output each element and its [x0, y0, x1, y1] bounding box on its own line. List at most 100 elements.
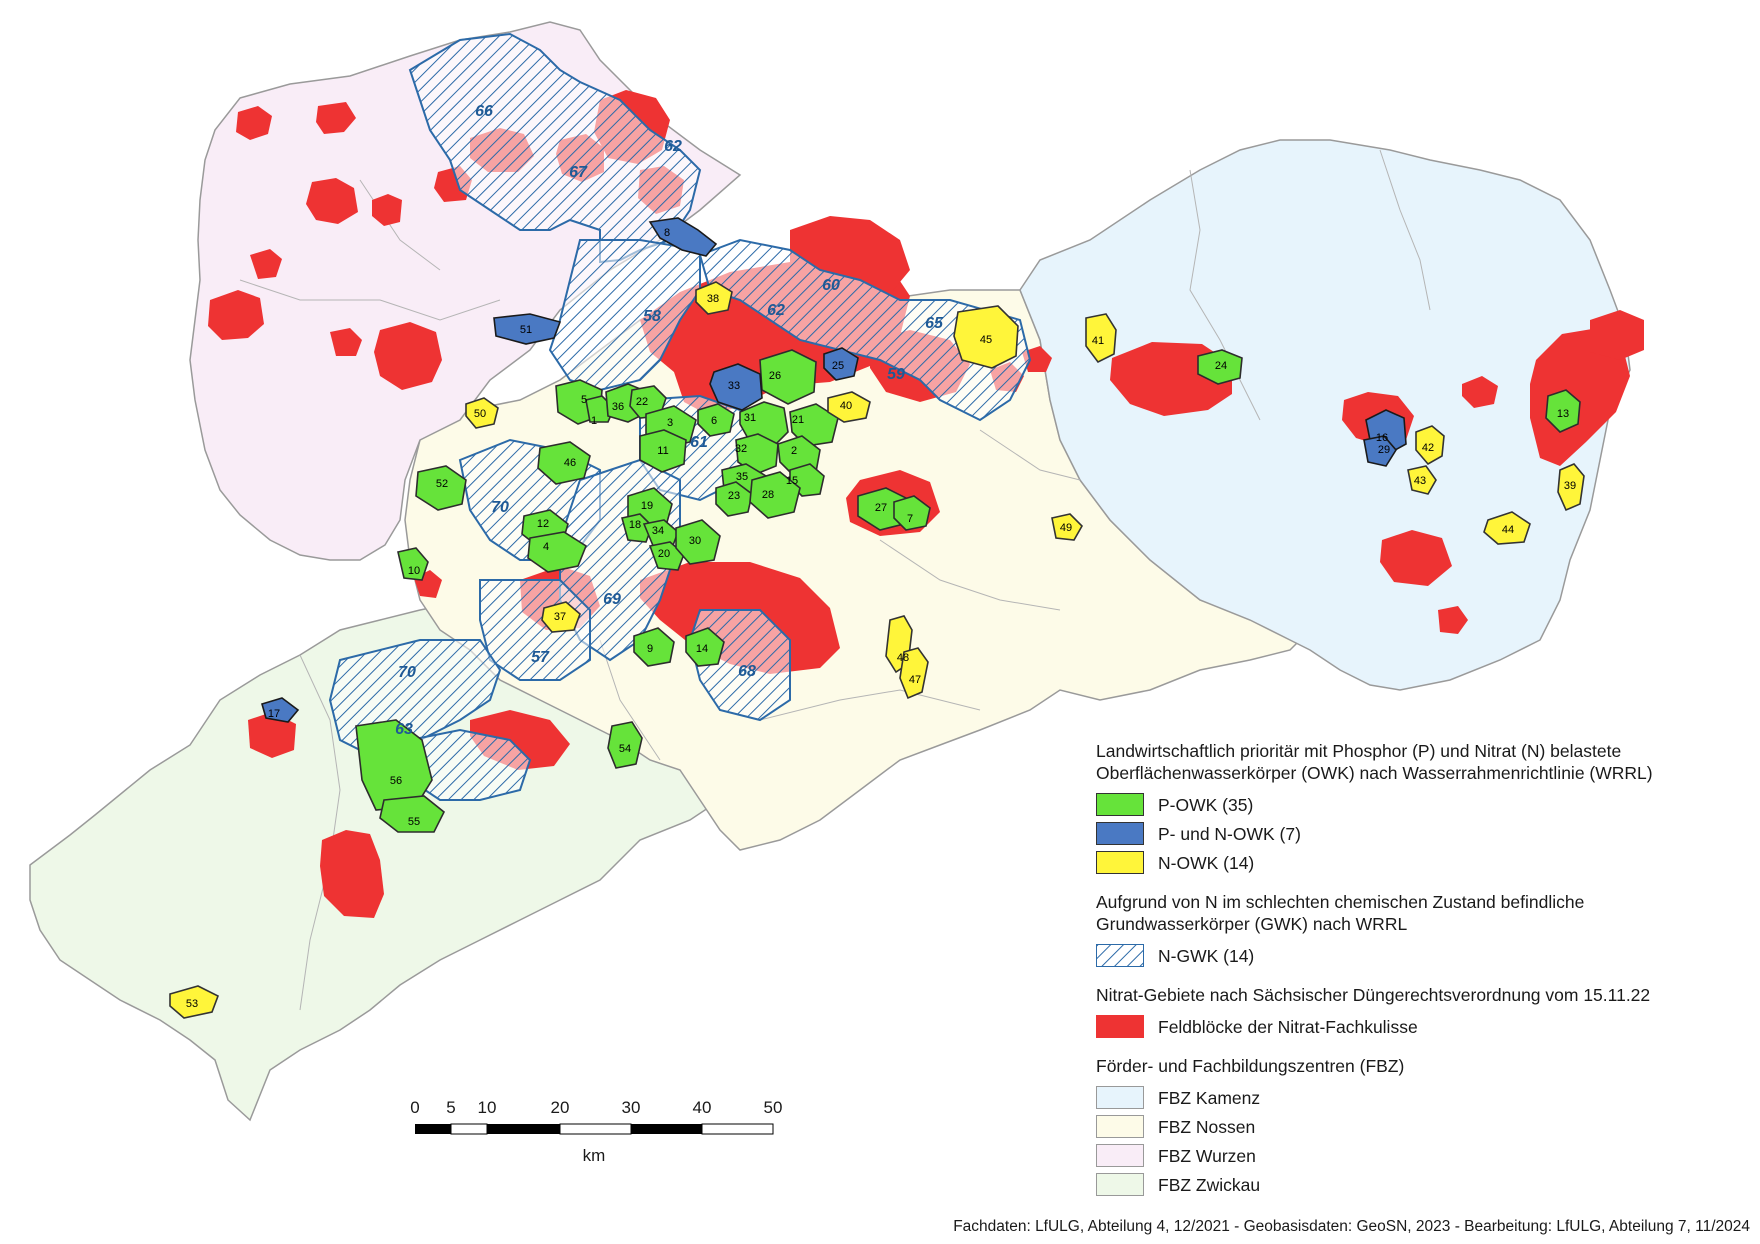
legend-label: FBZ Zwickau [1158, 1174, 1261, 1195]
owk-p-area [397, 547, 429, 581]
owk-label: 22 [636, 396, 648, 408]
owk-label: 25 [832, 360, 844, 372]
owk-label: 52 [436, 478, 448, 490]
owk-label: 56 [390, 775, 402, 787]
legend-label: Feldblöcke der Nitrat-Fachkulisse [1158, 1016, 1418, 1037]
owk-p-area [1545, 389, 1581, 433]
legend-item-fbz-wurzen: FBZ Wurzen [1096, 1141, 1716, 1170]
legend-item-n-gwk: N-GWK (14) [1096, 941, 1716, 970]
owk-p-area [537, 441, 591, 485]
owk-label: 47 [909, 674, 921, 686]
scale-segment [631, 1124, 702, 1134]
region-kamenz [1019, 139, 1631, 691]
legend-label: P- und N-OWK (7) [1158, 823, 1301, 844]
owk-label: 11 [657, 445, 668, 457]
legend-item-pn-owk: P- und N-OWK (7) [1096, 819, 1716, 848]
owk-pn-area [648, 217, 718, 257]
legend-nitrat-title: Nitrat-Gebiete nach Sächsischer Düngerec… [1096, 985, 1651, 1005]
owk-label: 42 [1422, 442, 1434, 454]
owk-n-area [169, 985, 220, 1019]
owk-label: 28 [762, 489, 774, 501]
owk-p-area [379, 795, 446, 833]
owk-label: 19 [641, 500, 653, 512]
owk-p-area [697, 403, 735, 437]
owk-label: 30 [689, 535, 701, 547]
owk-label: 36 [612, 401, 624, 413]
owk-p-area [639, 429, 687, 473]
owk-label: 38 [707, 293, 719, 305]
scale-bar [415, 1123, 774, 1135]
owk-label: 35 [736, 471, 748, 483]
owk-p-area [715, 481, 753, 517]
owk-n-area [1415, 425, 1445, 466]
owk-n-area [953, 305, 1019, 369]
legend-item-fbz-nossen: FBZ Nossen [1096, 1112, 1716, 1141]
field-block [248, 712, 296, 758]
owk-p-area [675, 519, 721, 565]
owk-p-area [415, 465, 467, 511]
owk-label: 4 [543, 541, 549, 553]
field-block [330, 328, 362, 356]
owk-n-area [541, 601, 581, 633]
scale-segment [559, 1123, 632, 1135]
owk-p [355, 349, 1581, 833]
owk-label: 1 [591, 415, 597, 427]
scale-segment [450, 1123, 488, 1135]
legend-gwk-title: Aufgrund von N im schlechten chemischen … [1096, 892, 1585, 934]
legend-item-fbz-kamenz: FBZ Kamenz [1096, 1083, 1716, 1112]
gwk-label: 67 [569, 164, 588, 181]
owk-n-area [1557, 463, 1585, 512]
owk-label-layer: 5 1 36 22 3 6 11 31 26 21 32 2 35 15 23 … [186, 227, 1576, 1010]
legend-swatch-n-owk [1096, 851, 1144, 874]
region-zwickau [29, 599, 761, 1122]
owk-label: 37 [554, 611, 566, 623]
owk-p-area [749, 471, 801, 519]
gwk-label: 62 [664, 138, 682, 155]
gwk-label: 58 [643, 308, 661, 325]
legend-swatch-pn-owk [1096, 822, 1144, 845]
legend: Landwirtschaftlich prioritär mit Phospho… [1096, 740, 1716, 1199]
gwk-label: 60 [822, 277, 840, 294]
owk-label: 9 [647, 643, 653, 655]
owk-label: 13 [1557, 408, 1569, 420]
owk-p-area [1197, 349, 1243, 385]
owk-label: 5 [581, 394, 587, 406]
legend-label: FBZ Nossen [1158, 1116, 1256, 1137]
legend-swatch-fbz-kamenz [1096, 1086, 1144, 1109]
owk-pn-area [823, 347, 859, 381]
owk-pn-area [1363, 435, 1397, 467]
legend-item-p-owk: P-OWK (35) [1096, 790, 1716, 819]
owk-n-area [1483, 511, 1531, 545]
scale-segment [487, 1124, 560, 1134]
scale-tick-label: 10 [477, 1098, 497, 1117]
field-block [320, 830, 384, 918]
legend-swatch-fbz-wurzen [1096, 1144, 1144, 1167]
gwk-label: 61 [690, 434, 708, 451]
owk-label: 48 [897, 652, 909, 664]
owk-n-area [827, 391, 871, 423]
owk-label: 46 [564, 457, 576, 469]
field-block [1022, 346, 1052, 372]
owk-p-area [685, 627, 725, 667]
field-block [1380, 530, 1452, 586]
gwk-label: 66 [475, 103, 493, 120]
owk-label: 43 [1414, 475, 1426, 487]
scale-tick-label: 0 [410, 1098, 420, 1117]
owk-label: 32 [735, 443, 747, 455]
owk-label: 24 [1215, 360, 1227, 372]
legend-swatch-fbz-nossen [1096, 1115, 1144, 1138]
owk-label: 2 [791, 445, 797, 457]
gwk-label: 68 [738, 663, 756, 680]
owk-n-area [899, 647, 929, 700]
owk-label: 18 [629, 519, 641, 531]
owk-n-area [465, 397, 499, 429]
owk-n-area [1085, 313, 1117, 364]
field-block [1530, 328, 1630, 466]
scale-tick-label: 5 [446, 1098, 456, 1117]
gwk-label: 69 [603, 591, 621, 608]
owk-label: 10 [408, 565, 420, 577]
gwk-label-layer: 66 67 62 58 62 60 65 59 61 70 69 57 68 7… [395, 103, 944, 738]
legend-label: FBZ Kamenz [1158, 1087, 1261, 1108]
scale-segment [415, 1124, 451, 1134]
